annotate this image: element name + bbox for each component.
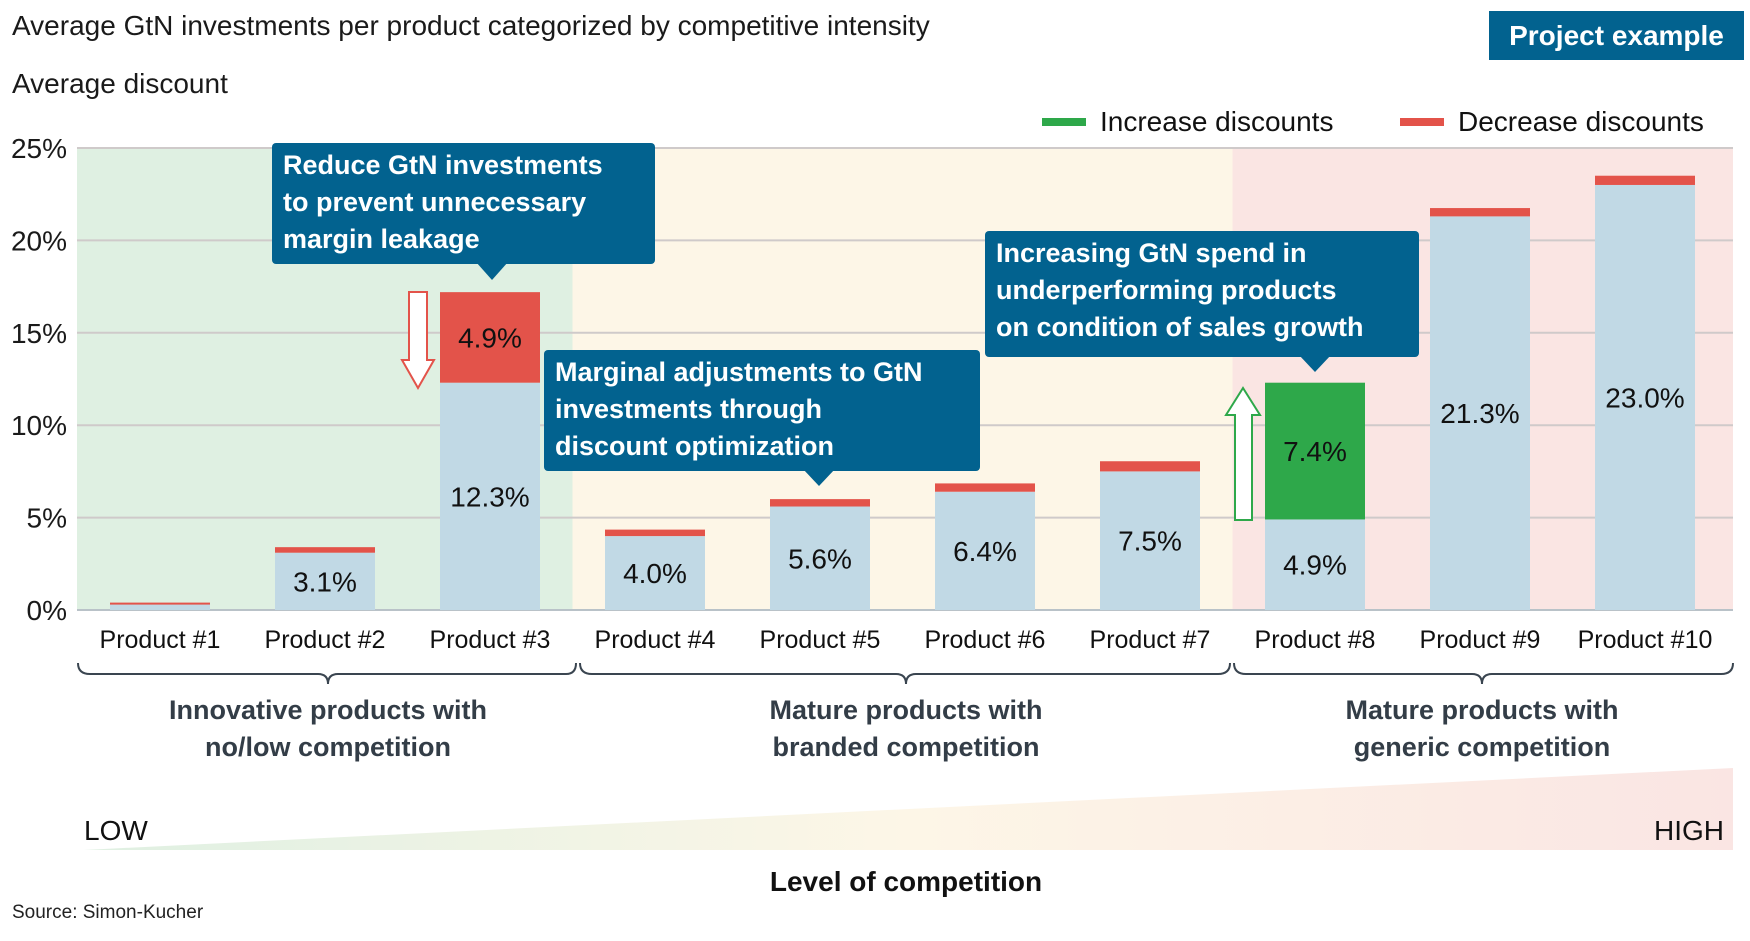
y-tick-label: 15% bbox=[11, 318, 67, 349]
callout-increase: Increasing GtN spend in underperforming … bbox=[985, 231, 1419, 357]
y-tick-label: 10% bbox=[11, 410, 67, 441]
x-axis-title: Level of competition bbox=[769, 866, 1043, 897]
data-label: 7.4% bbox=[1283, 436, 1347, 467]
group-label-line: no/low competition bbox=[205, 732, 451, 762]
y-tick-label: 0% bbox=[27, 595, 67, 626]
callout-line: on condition of sales growth bbox=[996, 312, 1364, 342]
decrease-arrow-icon bbox=[400, 291, 436, 391]
y-tick-label: 5% bbox=[27, 503, 67, 534]
data-label: 4.9% bbox=[458, 322, 522, 353]
bar-decrease bbox=[605, 529, 705, 537]
data-label: 6.4% bbox=[953, 536, 1017, 567]
group-label-generic: Mature products with generic competition bbox=[1345, 692, 1618, 766]
group-label-innovative: Innovative products with no/low competit… bbox=[169, 692, 487, 766]
data-label: 23.0% bbox=[1605, 382, 1684, 413]
x-tick-label: Product #3 bbox=[430, 626, 551, 654]
callout-line: Reduce GtN investments bbox=[283, 150, 603, 180]
data-label: 21.3% bbox=[1440, 398, 1519, 429]
bar-decrease bbox=[1595, 175, 1695, 185]
low-label: LOW bbox=[84, 815, 148, 846]
bar-base bbox=[605, 536, 705, 610]
data-label: 4.0% bbox=[623, 558, 687, 589]
x-tick-label: Product #1 bbox=[100, 626, 221, 654]
group-label-branded: Mature products with branded competition bbox=[769, 692, 1042, 766]
callout-reduce: Reduce GtN investments to prevent unnece… bbox=[272, 143, 655, 264]
callout-pointer bbox=[803, 469, 835, 486]
bar-base bbox=[1595, 184, 1695, 610]
bar-base bbox=[1100, 471, 1200, 610]
increase-arrow-icon bbox=[1224, 386, 1262, 521]
x-tick-label: Product #2 bbox=[265, 626, 386, 654]
legend-label: Decrease discounts bbox=[1458, 106, 1704, 137]
bar-base bbox=[935, 491, 1035, 610]
group-bracket bbox=[1233, 662, 1734, 685]
bar-decrease bbox=[935, 483, 1035, 492]
bar-decrease bbox=[770, 499, 870, 507]
callout-line: Increasing GtN spend in bbox=[996, 238, 1307, 268]
bar-base bbox=[440, 382, 540, 610]
legend-swatch-increase bbox=[1042, 118, 1086, 126]
data-label: 3.1% bbox=[293, 566, 357, 597]
bar-decrease bbox=[1430, 208, 1530, 217]
legend-swatch-decrease bbox=[1400, 118, 1444, 126]
legend-label: Increase discounts bbox=[1100, 106, 1334, 137]
group-label-line: branded competition bbox=[772, 732, 1040, 762]
callout-line: margin leakage bbox=[283, 224, 480, 254]
bar-base bbox=[275, 552, 375, 610]
callout-line: investments through bbox=[555, 394, 823, 424]
y-tick-label: 25% bbox=[11, 133, 67, 164]
bar-base bbox=[1265, 519, 1365, 610]
chart-title: Average GtN investments per product cate… bbox=[12, 10, 930, 41]
bar-decrease bbox=[1100, 461, 1200, 472]
x-tick-label: Product #8 bbox=[1255, 626, 1376, 654]
group-label-line: Innovative products with bbox=[168, 695, 488, 725]
x-tick-label: Product #6 bbox=[925, 626, 1046, 654]
callout-marginal: Marginal adjustments to GtN investments … bbox=[544, 350, 980, 471]
group-bracket bbox=[579, 662, 1231, 685]
group-bracket bbox=[77, 662, 577, 685]
y-tick-label: 20% bbox=[11, 225, 67, 256]
project-example-badge: Project example bbox=[1489, 11, 1744, 60]
data-label: 12.3% bbox=[450, 481, 529, 512]
bar-increase bbox=[1265, 382, 1365, 520]
group-label-line: Mature products with bbox=[1345, 695, 1619, 725]
callout-line: underperforming products bbox=[996, 275, 1337, 305]
callout-line: Marginal adjustments to GtN bbox=[555, 357, 923, 387]
x-tick-label: Product #4 bbox=[595, 626, 716, 654]
group-label-line: generic competition bbox=[1353, 732, 1611, 762]
bar-base bbox=[770, 506, 870, 610]
legend-item-increase: Increase discounts bbox=[1042, 106, 1333, 138]
x-tick-label: Product #7 bbox=[1090, 626, 1211, 654]
bar-decrease bbox=[110, 602, 210, 605]
data-label: 4.9% bbox=[1283, 550, 1347, 581]
data-label: 7.5% bbox=[1118, 526, 1182, 557]
bar-base bbox=[1430, 216, 1530, 610]
callout-line: to prevent unnecessary bbox=[283, 187, 587, 217]
bar-decrease bbox=[440, 292, 540, 383]
x-tick-label: Product #5 bbox=[760, 626, 881, 654]
group-label-line: Mature products with bbox=[769, 695, 1043, 725]
x-tick-label: Product #9 bbox=[1420, 626, 1541, 654]
high-label: HIGH bbox=[1654, 815, 1724, 846]
data-label: 5.6% bbox=[788, 543, 852, 574]
bar-base bbox=[110, 604, 210, 610]
bar-decrease bbox=[275, 547, 375, 553]
callout-pointer bbox=[1299, 355, 1331, 372]
x-tick-label: Product #10 bbox=[1578, 626, 1713, 654]
callout-line: discount optimization bbox=[555, 431, 834, 461]
source-note: Source: Simon-Kucher bbox=[12, 902, 204, 923]
callout-pointer bbox=[476, 262, 508, 280]
competition-wedge bbox=[84, 768, 1733, 850]
y-axis-title: Average discount bbox=[12, 68, 228, 99]
legend-item-decrease: Decrease discounts bbox=[1400, 106, 1704, 138]
